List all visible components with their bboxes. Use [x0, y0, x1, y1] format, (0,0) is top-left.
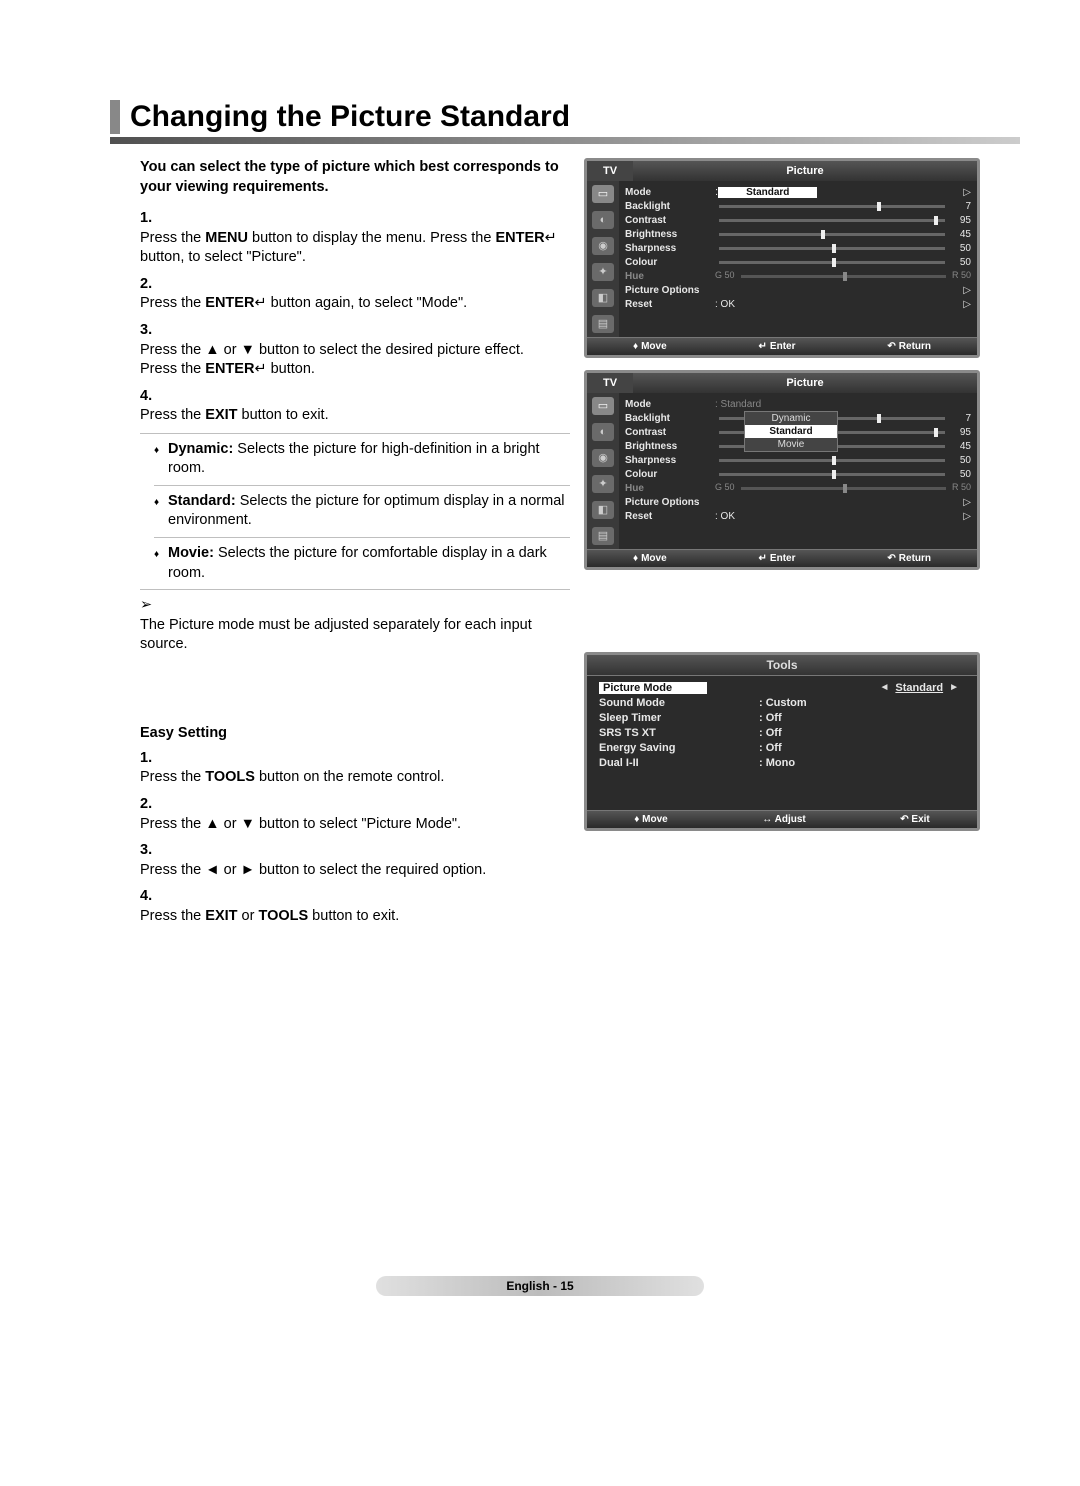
tools-row: Sleep Timer: Off	[599, 710, 965, 725]
tv-tab: TV	[587, 373, 633, 393]
intro-text: You can select the type of picture which…	[110, 158, 570, 197]
note-text: The Picture mode must be adjusted separa…	[140, 616, 560, 655]
osd-setting-row: Mode: Standard	[625, 397, 971, 411]
tools-row: Energy Saving: Off	[599, 740, 965, 755]
setup-tab-icon: ✦	[592, 475, 614, 493]
osd-setting-row: Brightness45	[625, 227, 971, 241]
osd-setting-row: Sharpness50	[625, 241, 971, 255]
main-steps-list: 1.Press the MENU button to display the m…	[110, 209, 570, 426]
input-tab-icon: ◧	[592, 501, 614, 519]
picture-tab-icon: ▭	[592, 185, 614, 203]
guide-tab-icon: ▤	[592, 527, 614, 545]
osd-setting-row: Colour50	[625, 255, 971, 269]
osd-extra-row: Picture Options▷	[625, 283, 971, 297]
osd-sidebar: ▭ ◐ ◉ ✦ ◧ ▤	[587, 393, 619, 549]
sound-tab-icon: ◐	[592, 211, 614, 229]
osd-picture-menu-2: TV Picture ▭ ◐ ◉ ✦ ◧ ▤ Mode: StandardBac…	[584, 370, 980, 570]
mode-item: Dynamic: Selects the picture for high-de…	[154, 440, 570, 479]
step-item: 2.Press the ▲ or ▼ button to select "Pic…	[140, 795, 570, 834]
tools-row: Sound Mode: Custom	[599, 695, 965, 710]
osd-setting-row: Sharpness50	[625, 453, 971, 467]
step-item: 2.Press the ENTER↵ button again, to sele…	[140, 275, 570, 314]
screenshots-column: TV Picture ▭ ◐ ◉ ✦ ◧ ▤ Mode: Standard ▷B…	[584, 158, 979, 933]
title-underline	[110, 137, 1020, 144]
easy-setting-heading: Easy Setting	[140, 725, 570, 741]
osd-hue-row: HueG 50R 50	[625, 269, 971, 283]
osd-header: TV Picture	[587, 161, 977, 181]
divider	[140, 589, 570, 590]
page-footer: English - 15	[0, 1276, 1080, 1296]
osd-setting-row: Mode: Standard ▷	[625, 185, 971, 199]
text-column: You can select the type of picture which…	[110, 158, 570, 933]
sound-tab-icon: ◐	[592, 423, 614, 441]
osd-tools-menu: Tools Picture Mode◄Standard►Sound Mode: …	[584, 652, 980, 831]
picture-tab-icon: ▭	[592, 397, 614, 415]
page-title: Changing the Picture Standard	[110, 100, 1020, 134]
step-item: 1.Press the TOOLS button on the remote c…	[140, 749, 570, 788]
tools-title: Tools	[587, 655, 977, 676]
menu-title: Picture	[633, 373, 977, 393]
osd-footer: ♦Move ↵Enter ↶Return	[587, 549, 977, 567]
osd-main-1: Mode: Standard ▷Backlight7Contrast95Brig…	[619, 181, 977, 337]
step-item: 3.Press the ▲ or ▼ button to select the …	[140, 321, 570, 380]
osd-picture-menu-1: TV Picture ▭ ◐ ◉ ✦ ◧ ▤ Mode: Standard ▷B…	[584, 158, 980, 358]
divider	[140, 433, 570, 434]
osd-sidebar: ▭ ◐ ◉ ✦ ◧ ▤	[587, 181, 619, 337]
osd-setting-row: Backlight7	[625, 199, 971, 213]
tv-tab: TV	[587, 161, 633, 181]
input-tab-icon: ◧	[592, 289, 614, 307]
step-item: 4.Press the EXIT or TOOLS button to exit…	[140, 887, 570, 926]
osd-setting-row: Colour50	[625, 467, 971, 481]
channel-tab-icon: ◉	[592, 237, 614, 255]
easy-steps-list: 1.Press the TOOLS button on the remote c…	[110, 749, 570, 927]
osd-extra-row: Reset: OK▷	[625, 509, 971, 523]
mode-item: Movie: Selects the picture for comfortab…	[154, 544, 570, 583]
tools-row: SRS TS XT: Off	[599, 725, 965, 740]
picture-modes-list: Dynamic: Selects the picture for high-de…	[110, 440, 570, 583]
tools-row: Picture Mode◄Standard►	[599, 680, 965, 695]
dropdown-option: Standard	[745, 425, 837, 438]
menu-title: Picture	[633, 161, 977, 181]
osd-footer: ♦Move ↵Enter ↶Return	[587, 337, 977, 355]
osd-main-2: Mode: StandardBacklight7Contrast95Bright…	[619, 393, 977, 549]
step-item: 3.Press the ◄ or ► button to select the …	[140, 841, 570, 880]
manual-page: Changing the Picture Standard You can se…	[0, 0, 1080, 1346]
osd-extra-row: Reset: OK▷	[625, 297, 971, 311]
dropdown-option: Movie	[745, 438, 837, 451]
osd-setting-row: Contrast95	[625, 213, 971, 227]
osd-extra-row: Picture Options▷	[625, 495, 971, 509]
step-item: 1.Press the MENU button to display the m…	[140, 209, 570, 268]
tools-footer: ♦ Move ↔ Adjust ↶ Exit	[587, 810, 977, 828]
setup-tab-icon: ✦	[592, 263, 614, 281]
mode-item: Standard: Selects the picture for optimu…	[154, 492, 570, 531]
guide-tab-icon: ▤	[592, 315, 614, 333]
note-row: ➢ The Picture mode must be adjusted sepa…	[110, 596, 570, 655]
channel-tab-icon: ◉	[592, 449, 614, 467]
content-columns: You can select the type of picture which…	[110, 158, 1020, 933]
page-number: English - 15	[376, 1276, 703, 1296]
osd-hue-row: HueG 50R 50	[625, 481, 971, 495]
note-icon: ➢	[140, 596, 160, 616]
osd-header: TV Picture	[587, 373, 977, 393]
step-item: 4.Press the EXIT button to exit.	[140, 387, 570, 426]
tools-body: Picture Mode◄Standard►Sound Mode: Custom…	[587, 676, 977, 810]
mode-dropdown: DynamicStandardMovie	[744, 411, 838, 452]
tools-row: Dual I-II: Mono	[599, 755, 965, 770]
dropdown-option: Dynamic	[745, 412, 837, 425]
